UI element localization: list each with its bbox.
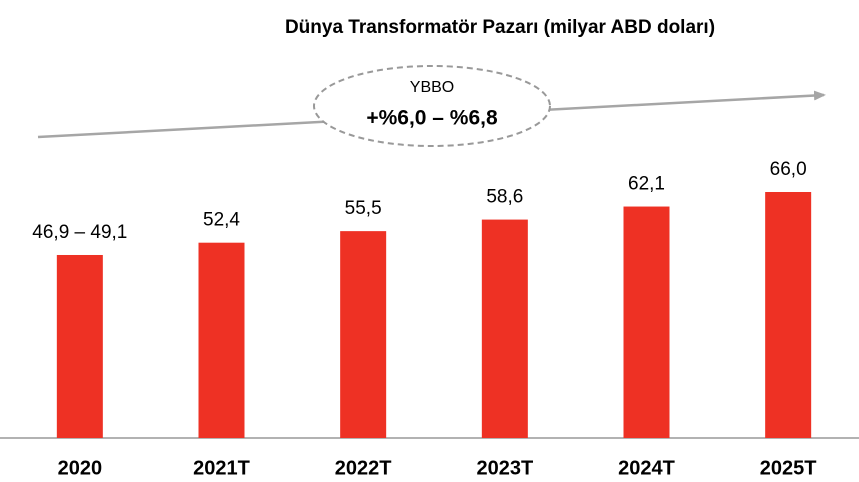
x-tick-label: 2025T [760, 457, 817, 479]
cagr-ellipse [313, 65, 551, 147]
bar [623, 206, 670, 438]
value-label: 52,4 [203, 210, 240, 231]
cagr-value: +%6,0 – %6,8 [366, 107, 498, 130]
x-tick-label: 2021T [193, 457, 250, 479]
bar [198, 242, 245, 438]
x-tick-label: 2020 [58, 457, 103, 479]
x-tick-label: 2024T [618, 457, 675, 479]
bar [340, 231, 387, 438]
value-label: 62,1 [628, 174, 665, 195]
x-tick-label: 2023T [476, 457, 533, 479]
value-label: 66,0 [770, 159, 807, 180]
cagr-label: YBBO [410, 79, 454, 96]
bar [765, 192, 812, 438]
bar [56, 254, 103, 438]
value-label: 58,6 [486, 187, 523, 208]
bar [481, 219, 528, 438]
chart-title: Dünya Transformatör Pazarı (milyar ABD d… [285, 17, 715, 38]
value-label: 46,9 – 49,1 [32, 222, 127, 243]
value-label: 55,5 [345, 198, 382, 219]
x-tick-label: 2022T [335, 457, 392, 479]
